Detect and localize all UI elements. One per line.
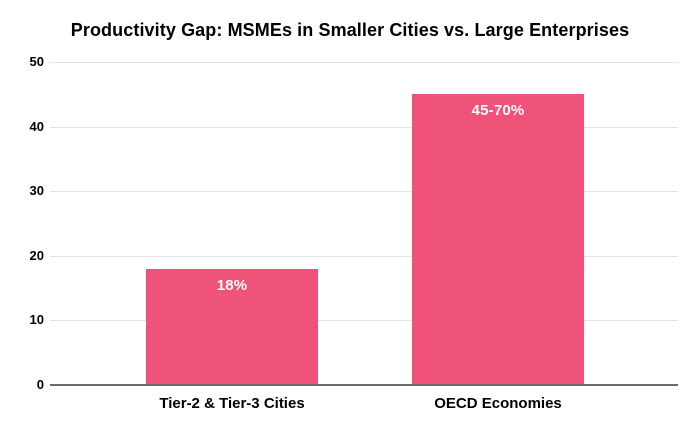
bar: 18% [146,268,318,385]
bar: 45-70% [412,94,584,385]
y-tick-label: 40 [29,118,44,134]
gridline [50,320,678,322]
x-category-label: OECD Economies [434,395,562,412]
x-axis-baseline [50,384,678,386]
chart-title: Productivity Gap: MSMEs in Smaller Citie… [70,20,630,40]
y-tick-label: 30 [29,183,44,199]
x-category-label: Tier-2 & Tier-3 Cities [159,395,305,412]
gridline [50,191,678,193]
bar-value-label: 45-70% [471,102,525,120]
y-tick-label: 10 [29,312,44,328]
y-tick-label: 50 [29,54,44,69]
gridline [50,62,678,63]
gridline [50,126,678,128]
y-tick-label: 20 [29,247,44,263]
y-tick-label: 0 [36,377,44,392]
bar-value-label: 18% [216,276,248,294]
gridline [50,255,678,257]
